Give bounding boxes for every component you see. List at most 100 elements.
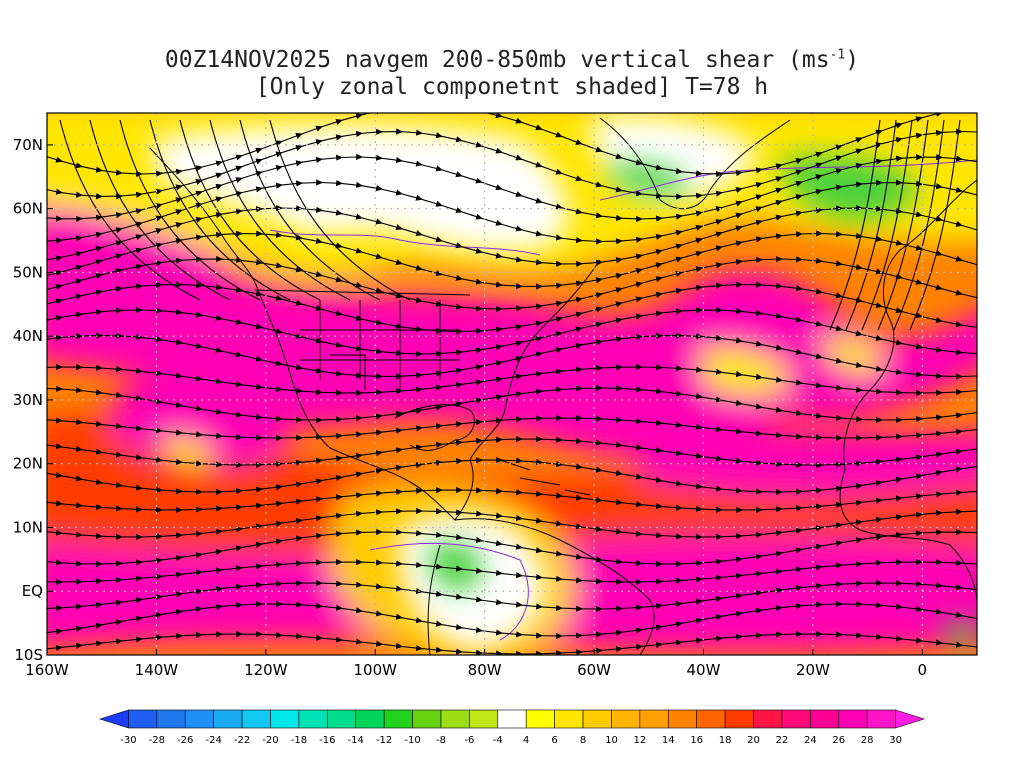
colorbar-segment bbox=[582, 709, 612, 729]
streamline bbox=[89, 119, 231, 301]
colorbar: -30 -28 -26 -24 -22 -20 -18 -16 -14 -12 -10 -8 -6 -4 4… bbox=[99, 709, 925, 746]
title-unit-superscript: -1 bbox=[829, 47, 846, 63]
streamline bbox=[909, 119, 961, 331]
streamline bbox=[47, 528, 977, 568]
lat-tick-label: 60N bbox=[13, 200, 43, 218]
colorbar-label: 18 bbox=[719, 735, 732, 746]
title-line-1-text: 00Z14NOV2025 navgem 200-850mb vertical s… bbox=[164, 47, 830, 73]
streamline bbox=[829, 119, 881, 331]
colorbar-segment bbox=[753, 709, 783, 729]
colorbar-label: -28 bbox=[149, 735, 165, 746]
colorbar-segment bbox=[611, 709, 641, 729]
colorbar-segment bbox=[639, 709, 669, 729]
colorbar-label: -16 bbox=[319, 735, 335, 746]
colorbar-label: -22 bbox=[234, 735, 250, 746]
lat-tick-label: 30N bbox=[13, 391, 43, 409]
colorbar-arrow-high bbox=[895, 709, 925, 729]
colorbar-segment bbox=[184, 709, 214, 729]
colorbar-segment bbox=[270, 709, 300, 729]
map-frame bbox=[46, 112, 978, 656]
lon-axis: 160W 140W 120W 100W 80W 60W 40W 20W 0 bbox=[25, 649, 927, 679]
colorbar-label: -24 bbox=[205, 735, 221, 746]
streamline bbox=[179, 119, 321, 301]
lon-tick-label: 120W bbox=[244, 661, 288, 679]
colorbar-segment bbox=[724, 709, 754, 729]
colorbar-label: 6 bbox=[551, 735, 557, 746]
streamline bbox=[47, 630, 977, 655]
streamline bbox=[893, 119, 945, 331]
title-line-1-suffix: ) bbox=[845, 47, 860, 73]
streamline bbox=[59, 119, 201, 301]
colorbar-segment bbox=[298, 709, 328, 729]
lat-tick-label: 20N bbox=[13, 455, 43, 473]
colorbar-label: 24 bbox=[804, 735, 817, 746]
streamline bbox=[877, 119, 929, 331]
streamlines-layer bbox=[47, 113, 977, 655]
streamline bbox=[861, 119, 913, 331]
lat-axis: 70N 60N 50N 40N 30N 20N 10N EQ 10S bbox=[13, 136, 53, 664]
colorbar-label: -26 bbox=[177, 735, 193, 746]
colorbar-label: -8 bbox=[436, 735, 446, 746]
lon-tick-label: 160W bbox=[25, 661, 69, 679]
colorbar-segment bbox=[525, 709, 555, 729]
streamline bbox=[269, 119, 411, 301]
colorbar-label: -20 bbox=[262, 735, 278, 746]
colorbar-label: -4 bbox=[493, 735, 503, 746]
colorbar-label: 20 bbox=[747, 735, 760, 746]
colorbar-label: 8 bbox=[580, 735, 586, 746]
colorbar-label: 30 bbox=[889, 735, 902, 746]
colorbar-segment bbox=[440, 709, 470, 729]
colorbar-segment bbox=[355, 709, 385, 729]
colorbar-label: 16 bbox=[690, 735, 703, 746]
lat-tick-label: EQ bbox=[22, 582, 43, 600]
colorbar-segment bbox=[128, 709, 158, 729]
colorbar-label: 26 bbox=[832, 735, 845, 746]
colorbar-segment bbox=[412, 709, 442, 729]
streamline bbox=[209, 119, 351, 301]
lon-tick-label: 40W bbox=[687, 661, 721, 679]
lon-tick-label: 100W bbox=[354, 661, 398, 679]
lat-tick-label: 10N bbox=[13, 518, 43, 536]
title-line-2: [Only zonal componetnt shaded] T=78 h bbox=[255, 74, 769, 100]
lon-tick-label: 80W bbox=[468, 661, 502, 679]
colorbar-segment bbox=[213, 709, 243, 729]
colorbar-label: -18 bbox=[291, 735, 307, 746]
colorbar-segment bbox=[810, 709, 840, 729]
lat-tick-label: 50N bbox=[13, 263, 43, 281]
colorbar-label: -30 bbox=[120, 735, 136, 746]
lon-tick-label: 60W bbox=[577, 661, 611, 679]
colorbar-label: -12 bbox=[376, 735, 392, 746]
lat-tick-label: 40N bbox=[13, 327, 43, 345]
colorbar-label: 14 bbox=[662, 735, 675, 746]
colorbar-segment bbox=[327, 709, 357, 729]
colorbar-segment bbox=[241, 709, 271, 729]
colorbar-label: 22 bbox=[776, 735, 789, 746]
colorbar-segment bbox=[497, 709, 527, 729]
colorbar-segment bbox=[469, 709, 499, 729]
graticule bbox=[47, 113, 977, 655]
streamline bbox=[149, 119, 291, 301]
lat-tick-label: 70N bbox=[13, 136, 43, 154]
colorbar-segment bbox=[156, 709, 186, 729]
colorbar-label: 12 bbox=[633, 735, 646, 746]
colorbar-label: -10 bbox=[404, 735, 420, 746]
shading-magenta-jet-4 bbox=[640, 430, 977, 495]
colorbar-segment bbox=[781, 709, 811, 729]
lat-tick-label: 10S bbox=[14, 646, 43, 664]
colorbar-label: 28 bbox=[861, 735, 874, 746]
title-line-1: 00Z14NOV2025 navgem 200-850mb vertical s… bbox=[0, 47, 1024, 73]
colorbar-segment bbox=[383, 709, 413, 729]
colorbar-arrow-low bbox=[99, 709, 129, 729]
lon-tick-label: 0 bbox=[918, 661, 928, 679]
streamline bbox=[845, 119, 897, 331]
streamline bbox=[47, 558, 977, 586]
streamline bbox=[239, 119, 381, 301]
colorbar-label: -14 bbox=[348, 735, 364, 746]
colorbar-segment bbox=[838, 709, 868, 729]
colorbar-segment bbox=[667, 709, 697, 729]
streamline bbox=[119, 119, 261, 301]
lon-tick-label: 140W bbox=[135, 661, 179, 679]
streamline bbox=[47, 332, 977, 380]
colorbar-segment bbox=[696, 709, 726, 729]
